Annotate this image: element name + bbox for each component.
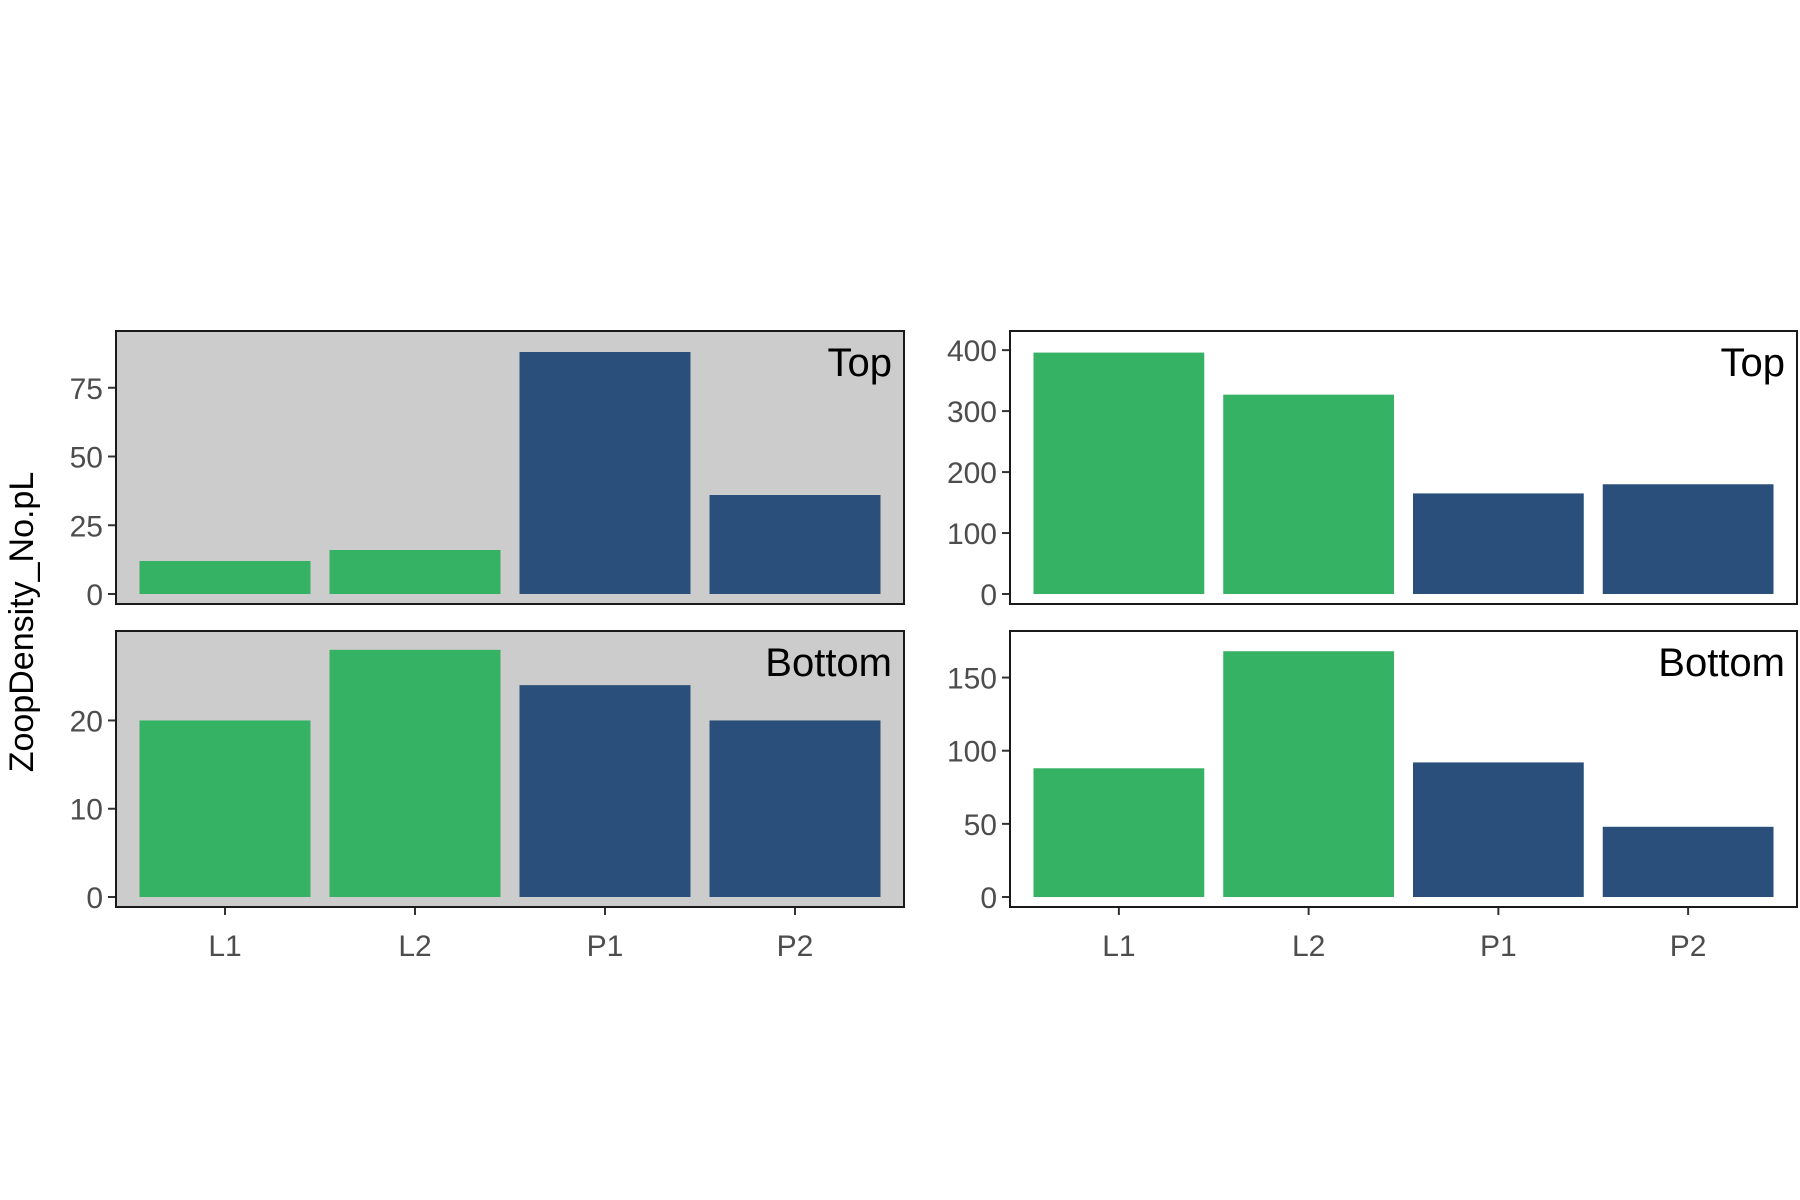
bar-p2 (709, 495, 881, 594)
facet-label: Top (1721, 341, 1786, 385)
bar-l1 (1033, 352, 1205, 594)
x-tick-label: L1 (208, 930, 241, 963)
y-tick-label: 300 (947, 396, 997, 429)
y-tick-label: 50 (964, 809, 997, 842)
bar-l1 (139, 720, 311, 897)
facet-label: Bottom (1658, 641, 1785, 685)
y-tick-label: 100 (947, 736, 997, 769)
y-tick-label: 150 (947, 663, 997, 696)
x-tick-label: P1 (587, 930, 624, 963)
facet-label: Bottom (765, 641, 892, 685)
y-tick-label: 0 (980, 579, 997, 612)
panel-border (115, 330, 905, 605)
y-tick-label: 10 (70, 794, 103, 827)
y-axis-title: ZoopDensity_No.pL (3, 472, 41, 773)
y-tick-label: 400 (947, 335, 997, 368)
x-tick-label: P2 (777, 930, 814, 963)
panel-1: 0 25 50 75 Top (70, 330, 905, 612)
facet-label: Top (828, 341, 893, 385)
bar-p2 (709, 720, 881, 897)
panel-2: 0 100 200 300 400 Top (947, 330, 1798, 612)
panels: 0 25 50 75 Top 0 100 200 300 400 Top L1 L2 P1 P2 0 10 20 B… (70, 330, 1798, 963)
y-tick-label: 200 (947, 457, 997, 490)
y-tick-label: 0 (86, 579, 103, 612)
panel-border (1009, 630, 1798, 908)
y-tick-label: 25 (70, 510, 103, 543)
bar-l2 (1223, 651, 1395, 897)
bar-p1 (519, 685, 691, 897)
y-tick-label: 100 (947, 518, 997, 551)
y-tick-label: 0 (86, 882, 103, 915)
panel-3: L1 L2 P1 P2 0 10 20 Bottom (70, 630, 905, 963)
bar-p1 (519, 352, 691, 594)
x-tick-label: P2 (1670, 930, 1707, 963)
panel-border (1009, 330, 1798, 605)
bar-l2 (329, 550, 501, 594)
y-tick-label: 20 (70, 705, 103, 738)
y-tick-label: 50 (70, 442, 103, 475)
y-tick-label: 0 (980, 882, 997, 915)
bar-p1 (1412, 493, 1584, 594)
panel-border (115, 630, 905, 908)
panel-4: L1 L2 P1 P2 0 50 100 150 Bottom (947, 630, 1798, 963)
bar-p2 (1602, 826, 1774, 897)
x-tick-label: L1 (1102, 930, 1135, 963)
x-tick-label: L2 (398, 930, 431, 963)
y-tick-label: 75 (70, 373, 103, 406)
bar-p2 (1602, 484, 1774, 594)
bar-l1 (139, 561, 311, 594)
x-tick-label: P1 (1480, 930, 1517, 963)
bar-l2 (329, 649, 501, 897)
bar-l2 (1223, 394, 1395, 594)
bar-l1 (1033, 768, 1205, 897)
bar-p1 (1412, 762, 1584, 897)
x-tick-label: L2 (1292, 930, 1325, 963)
